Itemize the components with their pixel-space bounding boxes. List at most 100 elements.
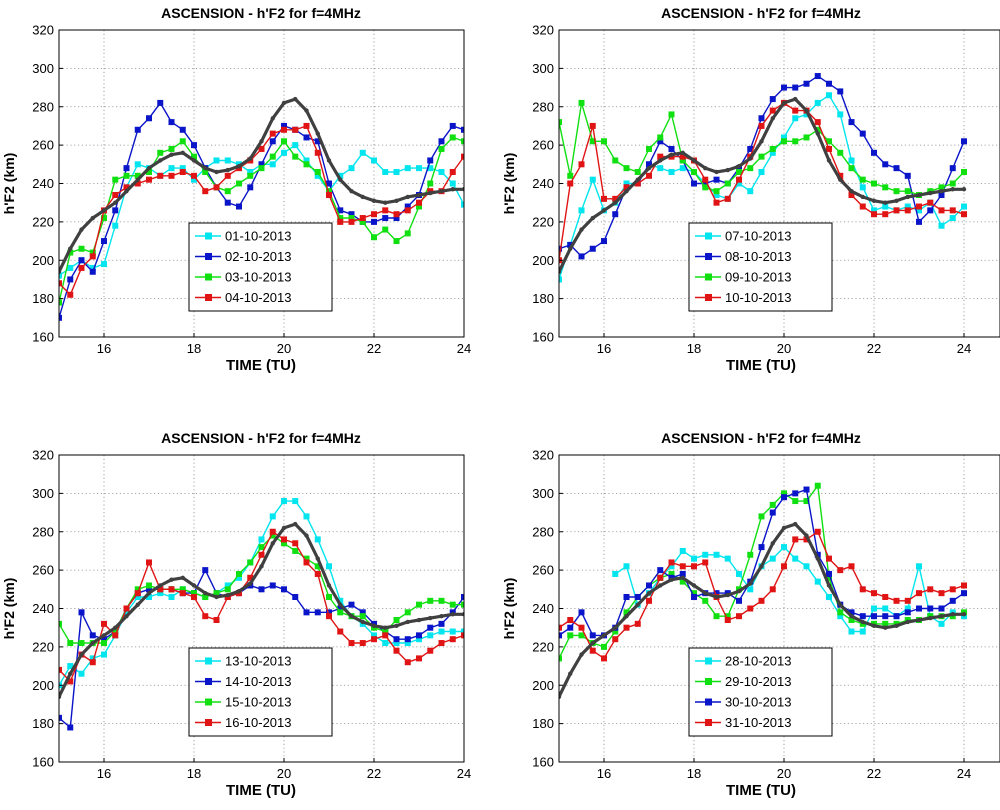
data-point (134, 126, 141, 133)
data-point (134, 172, 141, 179)
data-point (67, 724, 74, 731)
x-axis-label: TIME (TU) (726, 357, 796, 374)
data-point (168, 165, 175, 172)
data-point (882, 203, 889, 210)
legend-label: 10-10-2013 (725, 290, 792, 305)
data-point (949, 215, 956, 222)
data-point (871, 207, 877, 214)
data-point (893, 597, 900, 604)
data-point (859, 586, 866, 593)
data-point (803, 498, 810, 505)
data-point (269, 528, 276, 535)
data-point (579, 652, 584, 657)
y-tick-label: 240 (532, 601, 554, 616)
data-point (646, 590, 652, 596)
data-point (202, 567, 209, 574)
data-point (623, 563, 630, 570)
data-point (961, 187, 967, 192)
data-point (78, 670, 85, 677)
data-point (814, 551, 821, 558)
data-point (416, 601, 422, 608)
data-point (938, 192, 945, 199)
data-point (134, 586, 141, 593)
data-point (814, 528, 821, 535)
data-point (449, 122, 456, 129)
data-point (146, 168, 152, 175)
data-point (613, 200, 618, 205)
data-point (634, 620, 641, 627)
data-point (404, 230, 411, 237)
data-point (736, 570, 742, 577)
data-point (101, 238, 107, 245)
data-point (112, 222, 119, 229)
data-point (405, 194, 410, 200)
data-point (213, 184, 220, 191)
legend-label: 14-10-2013 (225, 674, 292, 689)
data-point (848, 192, 855, 199)
data-point (928, 615, 933, 621)
y-tick-label: 280 (32, 524, 54, 539)
data-point (314, 563, 321, 570)
data-point (281, 540, 287, 547)
data-point (702, 176, 709, 183)
data-point (691, 593, 697, 600)
data-point (158, 158, 163, 163)
data-point (961, 612, 967, 617)
legend-swatch-marker (205, 678, 212, 685)
data-point (123, 184, 130, 191)
x-tick-label: 24 (457, 766, 471, 781)
data-point (612, 636, 619, 643)
data-point (404, 203, 411, 210)
data-point (612, 211, 619, 218)
data-point (224, 172, 231, 179)
data-point (668, 145, 675, 152)
data-point (236, 164, 242, 169)
data-point (578, 632, 585, 639)
data-point (326, 609, 332, 616)
data-point (191, 142, 197, 149)
data-point (680, 575, 685, 580)
data-point (179, 138, 186, 145)
data-point (259, 564, 264, 569)
data-point (248, 581, 253, 586)
data-point (792, 107, 799, 114)
data-point (634, 168, 641, 175)
data-point (927, 586, 934, 593)
series-mean (59, 521, 464, 699)
data-point (713, 199, 720, 206)
data-point (871, 613, 877, 620)
data-point (202, 593, 209, 600)
data-point (314, 138, 321, 145)
y-tick-label: 320 (532, 448, 554, 463)
data-point (168, 172, 175, 179)
data-point (168, 119, 175, 126)
data-point (179, 586, 186, 593)
legend: 07-10-2013 08-10-2013 09-10-2013 10-10-2013 (688, 222, 833, 312)
data-point (702, 551, 709, 558)
data-point (349, 613, 354, 619)
data-point (803, 563, 810, 570)
legend-item: 02-10-2013 (195, 249, 292, 264)
x-tick-label: 16 (597, 341, 611, 356)
data-point (258, 161, 265, 168)
legend-item: 28-10-2013 (695, 654, 792, 669)
data-point (859, 176, 866, 183)
data-point (394, 623, 399, 628)
data-point (814, 126, 821, 133)
data-point (449, 168, 456, 175)
data-point (191, 172, 197, 179)
data-point (214, 594, 219, 600)
data-point (657, 165, 664, 172)
data-point (736, 613, 742, 620)
data-point (146, 582, 152, 589)
legend-label: 30-10-2013 (725, 695, 792, 710)
data-point (427, 157, 434, 164)
legend-swatch-marker (705, 273, 712, 281)
data-point (314, 149, 321, 156)
data-point (89, 249, 96, 256)
data-point (904, 605, 911, 612)
data-point (90, 215, 95, 221)
data-point (281, 498, 287, 505)
x-tick-label: 22 (867, 341, 881, 356)
data-point (236, 180, 242, 187)
